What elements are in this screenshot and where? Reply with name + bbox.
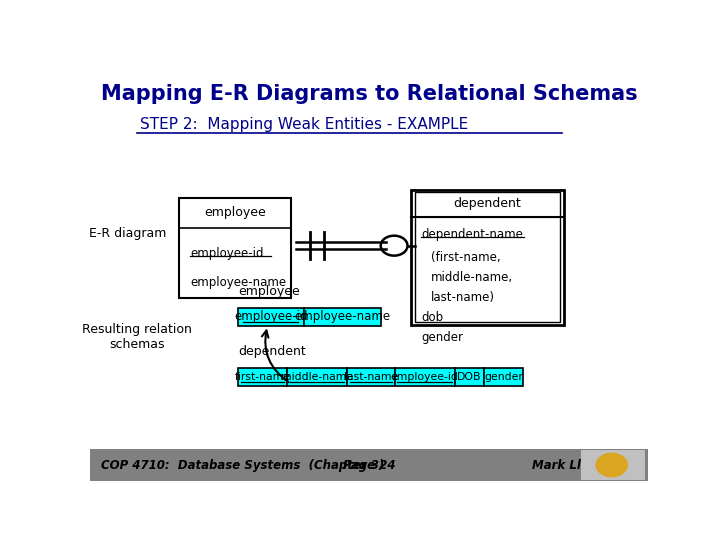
FancyBboxPatch shape <box>304 308 381 326</box>
Text: DOB: DOB <box>457 372 482 382</box>
Text: employee-id: employee-id <box>190 246 264 260</box>
Text: gender: gender <box>484 372 523 382</box>
FancyBboxPatch shape <box>484 368 523 386</box>
Text: dependent: dependent <box>454 197 521 210</box>
FancyBboxPatch shape <box>411 190 564 325</box>
FancyBboxPatch shape <box>415 192 560 322</box>
Text: dependent-name: dependent-name <box>421 228 523 241</box>
Text: gender: gender <box>421 331 463 344</box>
Text: COP 4710:  Database Systems  (Chapter 3): COP 4710: Database Systems (Chapter 3) <box>101 458 384 471</box>
Text: Mapping E-R Diagrams to Relational Schemas: Mapping E-R Diagrams to Relational Schem… <box>101 84 637 104</box>
Text: last-name): last-name) <box>431 291 495 304</box>
FancyBboxPatch shape <box>581 450 645 480</box>
Text: STEP 2:  Mapping Weak Entities - EXAMPLE: STEP 2: Mapping Weak Entities - EXAMPLE <box>140 117 469 132</box>
Circle shape <box>596 454 627 477</box>
FancyBboxPatch shape <box>455 368 484 386</box>
FancyArrowPatch shape <box>262 330 289 382</box>
Text: Mark Llewellyn: Mark Llewellyn <box>531 458 631 471</box>
Text: employee-name: employee-name <box>190 275 287 288</box>
Text: Resulting relation
schemas: Resulting relation schemas <box>83 323 192 351</box>
Text: employee: employee <box>238 285 300 298</box>
Text: employee-id: employee-id <box>234 310 307 323</box>
Text: (first-name,: (first-name, <box>431 251 500 264</box>
FancyBboxPatch shape <box>287 368 347 386</box>
Text: Page 24: Page 24 <box>343 458 395 471</box>
Text: employee-name: employee-name <box>294 310 390 323</box>
Text: middle-name,: middle-name, <box>431 271 513 284</box>
FancyBboxPatch shape <box>395 368 455 386</box>
Text: dob: dob <box>421 311 443 324</box>
FancyBboxPatch shape <box>90 449 648 481</box>
Text: employee: employee <box>204 206 266 219</box>
Text: dependent: dependent <box>238 345 305 358</box>
Text: last-name: last-name <box>344 372 398 382</box>
FancyBboxPatch shape <box>238 368 287 386</box>
Text: first-name: first-name <box>235 372 290 382</box>
Text: middle-name: middle-name <box>281 372 354 382</box>
Text: employee-id: employee-id <box>391 372 459 382</box>
FancyBboxPatch shape <box>238 308 304 326</box>
FancyBboxPatch shape <box>179 198 291 298</box>
Text: E-R diagram: E-R diagram <box>89 227 166 240</box>
FancyBboxPatch shape <box>347 368 395 386</box>
